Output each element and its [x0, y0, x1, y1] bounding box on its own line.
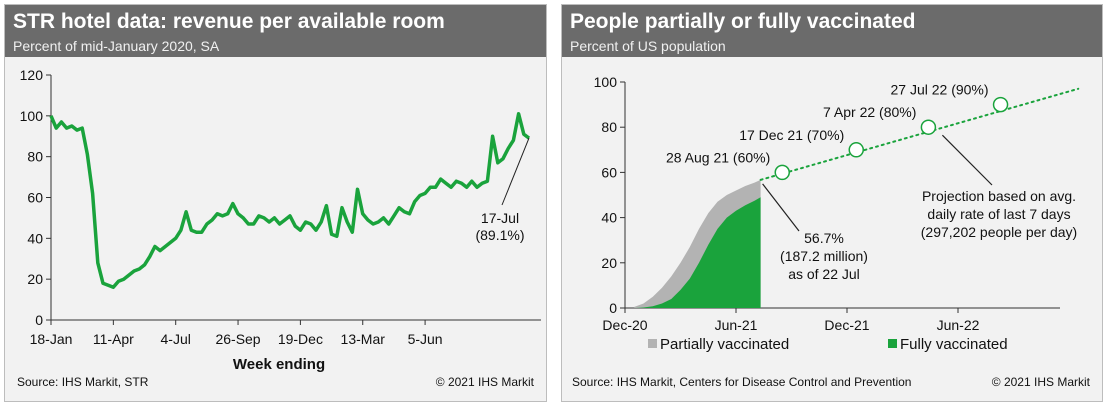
milestone-marker — [992, 96, 1009, 113]
panel-header: STR hotel data: revenue per available ro… — [5, 5, 546, 57]
source-note: Source: IHS Markit, Centers for Disease … — [572, 375, 912, 389]
legend-swatch-full — [888, 339, 897, 348]
y-tick-label: 60 — [601, 164, 617, 180]
vaccination-area-chart: 0 20 40 60 80 100 Dec-20 Jun-21 Dec-21 Jun-22 28 A… — [594, 74, 1080, 353]
x-tick-label: 19-Dec — [278, 331, 323, 347]
y-tick-label: 0 — [35, 312, 43, 328]
projection-annotation-line-2: daily rate of last 7 days — [927, 206, 1070, 222]
copyright-note: © 2021 IHS Markit — [991, 375, 1090, 389]
x-tick-label: 4-Jul — [161, 331, 191, 347]
projection-annotation-leader — [941, 134, 993, 186]
x-tick-label: Jun-22 — [937, 317, 980, 333]
milestone-marker — [920, 119, 937, 135]
annotation-line-2: (89.1%) — [475, 227, 524, 243]
copyright-note: © 2021 IHS Markit — [435, 375, 534, 389]
panel-vaccination: People partially or fully vaccinated Per… — [561, 4, 1103, 402]
y-tick-label: 100 — [20, 108, 44, 124]
projection-line — [759, 87, 1080, 181]
legend: Partially vaccinated Fully vaccinated — [648, 336, 1008, 353]
legend-label-full: Fully vaccinated — [900, 336, 1008, 353]
current-annotation-line-3: as of 22 Jul — [788, 266, 860, 282]
y-tick-label: 60 — [27, 190, 43, 206]
y-tick-label: 40 — [27, 230, 43, 246]
chart-subtitle: Percent of mid-January 2020, SA — [13, 38, 220, 54]
milestone-label: 7 Apr 22 (80%) — [823, 104, 916, 120]
projection-annotation-line-1: Projection based on avg. — [922, 188, 1076, 204]
chart-title: People partially or fully vaccinated — [570, 10, 916, 33]
current-annotation-line-2: (187.2 million) — [780, 248, 868, 264]
milestone-label: 27 Jul 22 (90%) — [890, 82, 988, 98]
current-annotation-leader — [762, 183, 800, 232]
y-tick-label: 20 — [601, 255, 617, 271]
y-tick-label: 80 — [27, 149, 43, 165]
y-tick-label: 120 — [20, 67, 44, 83]
x-tick-label: 26-Sep — [215, 331, 260, 347]
x-axis-label: Week ending — [233, 356, 325, 373]
y-tick-label: 80 — [601, 119, 617, 135]
annotation-line-1: 17-Jul — [481, 210, 519, 226]
y-tick-label: 20 — [27, 271, 43, 287]
annotation-leader — [501, 137, 530, 206]
milestone-marker — [774, 164, 790, 181]
x-tick-label: 11-Apr — [93, 331, 134, 347]
x-tick-label: 18-Jan — [30, 331, 73, 347]
x-tick-label: Dec-21 — [824, 317, 869, 333]
chart-title: STR hotel data: revenue per available ro… — [13, 10, 445, 33]
y-tick-label: 100 — [594, 74, 618, 90]
milestone-label: 17 Dec 21 (70%) — [739, 127, 844, 143]
panel-header: People partially or fully vaccinated Per… — [562, 5, 1102, 57]
panel-hotel-revpar: STR hotel data: revenue per available ro… — [4, 4, 547, 402]
y-tick-label: 40 — [601, 210, 617, 226]
legend-label-partial: Partially vaccinated — [660, 336, 789, 353]
x-tick-label: 13-Mar — [341, 331, 386, 347]
x-tick-label: Jun-21 — [715, 317, 758, 333]
source-note: Source: IHS Markit, STR — [17, 375, 149, 389]
revpar-series-line — [49, 112, 531, 290]
milestone-label: 28 Aug 21 (60%) — [666, 149, 770, 165]
chart-subtitle: Percent of US population — [570, 38, 726, 54]
milestone-marker — [848, 142, 864, 158]
legend-swatch-partial — [648, 339, 657, 348]
fully-vaccinated-area — [634, 197, 761, 308]
x-tick-label: 5-Jun — [408, 331, 443, 347]
y-tick-label: 0 — [609, 300, 617, 316]
current-annotation-line-1: 56.7% — [804, 230, 844, 246]
projection-annotation-line-3: (297,202 people per day) — [921, 224, 1077, 240]
revpar-line-chart: 0 20 40 60 80 100 120 18-Jan 11-Apr 4-Jul 26-Sep 19… — [20, 67, 541, 373]
x-tick-label: Dec-20 — [602, 317, 647, 333]
